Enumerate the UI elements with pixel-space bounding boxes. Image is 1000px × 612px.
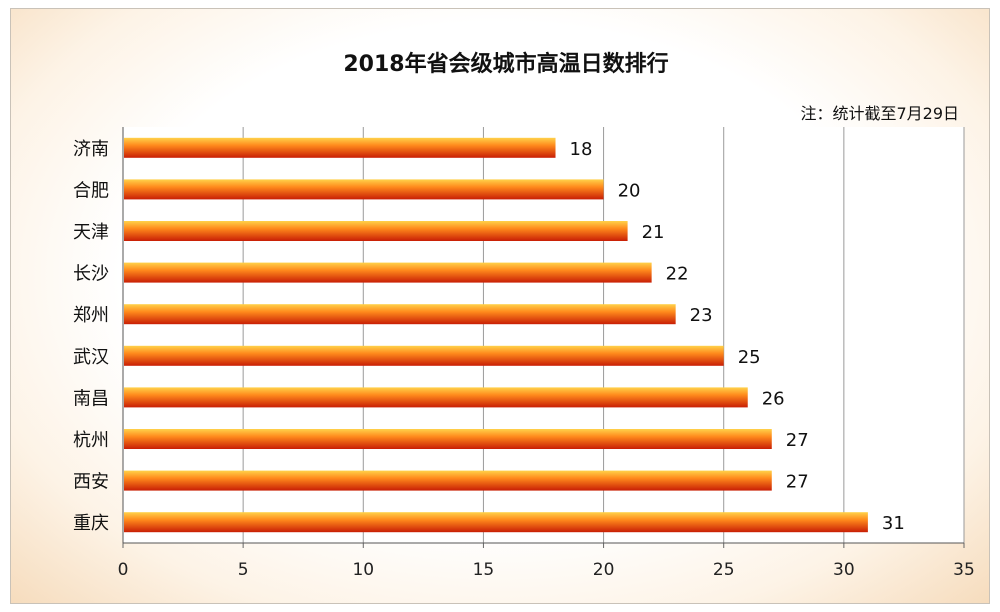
bar [124, 221, 628, 241]
category-label: 西安 [73, 472, 109, 493]
category-label: 合肥 [73, 180, 109, 201]
value-label: 21 [642, 222, 665, 243]
value-label: 22 [666, 264, 689, 285]
bar [124, 512, 868, 533]
bar [124, 387, 748, 408]
bar-chart: 2018年省会级城市高温日数排行 注：统计截至7月29日 0 5 10 15 20 25 3… [73, 51, 975, 580]
value-label: 23 [690, 305, 713, 326]
x-tick-label: 20 [593, 560, 615, 580]
category-label: 南昌 [73, 388, 109, 409]
bar [124, 262, 652, 283]
bars [124, 137, 868, 533]
category-label: 济南 [73, 139, 109, 160]
category-label: 重庆 [73, 513, 109, 534]
labels: 0 5 10 15 20 25 30 35 济南 18 合肥 20 天津 21 长沙 22 郑州 23 武汉 25 南昌… [73, 139, 975, 580]
category-label: 郑州 [73, 305, 109, 326]
bar [124, 137, 556, 158]
value-label: 25 [738, 347, 761, 368]
bar [124, 429, 772, 449]
x-tick-label: 25 [713, 560, 735, 580]
bar [124, 345, 724, 366]
value-label: 20 [618, 180, 641, 201]
bar [124, 304, 676, 325]
x-tick-label: 5 [238, 560, 249, 580]
x-tick-label: 30 [833, 560, 855, 580]
x-tick-label: 35 [953, 560, 975, 580]
chart-note: 注：统计截至7月29日 [800, 104, 959, 123]
category-label: 武汉 [73, 347, 109, 368]
value-label: 31 [882, 513, 905, 534]
bar [124, 179, 604, 200]
category-label: 天津 [73, 222, 109, 243]
category-label: 杭州 [73, 430, 109, 451]
x-tick-label: 15 [473, 560, 495, 580]
bar [124, 470, 772, 491]
chart-frame: 2018年省会级城市高温日数排行 注：统计截至7月29日 0 5 10 15 20 25 3… [10, 8, 990, 604]
category-label: 长沙 [73, 264, 109, 285]
x-tick-label: 10 [352, 560, 374, 580]
x-tick-label: 0 [118, 560, 129, 580]
value-label: 27 [786, 472, 809, 493]
value-label: 26 [762, 388, 785, 409]
value-label: 18 [570, 139, 593, 160]
chart-title: 2018年省会级城市高温日数排行 [343, 51, 668, 77]
value-label: 27 [786, 430, 809, 451]
